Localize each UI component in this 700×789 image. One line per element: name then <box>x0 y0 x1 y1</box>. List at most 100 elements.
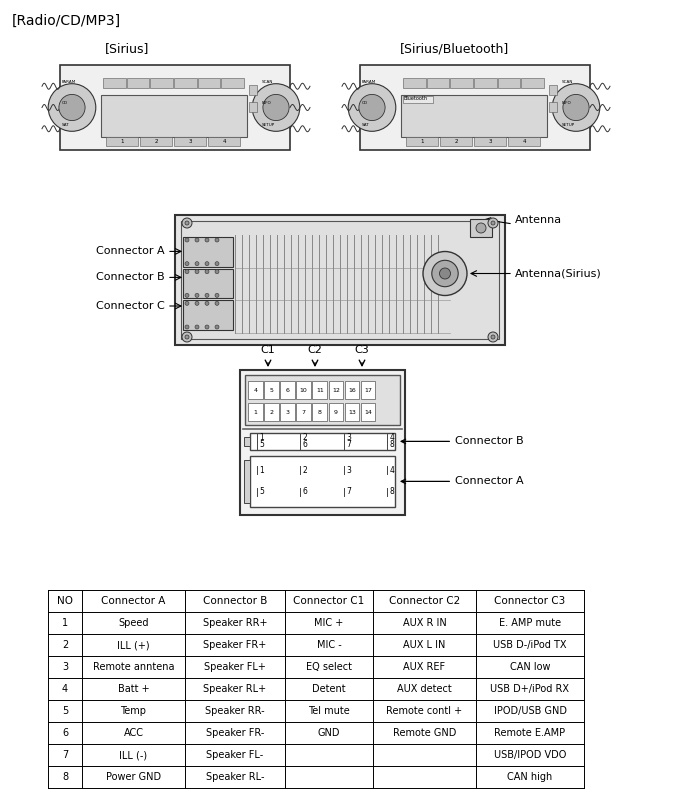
Bar <box>221 78 244 88</box>
Text: USB D+/iPod RX: USB D+/iPod RX <box>491 684 570 694</box>
Text: 11: 11 <box>316 387 323 392</box>
Bar <box>248 381 262 399</box>
Bar <box>183 269 233 298</box>
Text: [Sirius/Bluetooth]: [Sirius/Bluetooth] <box>400 42 510 55</box>
Bar <box>264 381 279 399</box>
Bar <box>296 381 311 399</box>
Text: Remote contl +: Remote contl + <box>386 706 463 716</box>
Bar <box>250 433 395 450</box>
Bar <box>550 84 557 95</box>
Bar <box>106 137 138 146</box>
Circle shape <box>185 221 189 225</box>
Circle shape <box>195 294 199 297</box>
Circle shape <box>552 84 600 131</box>
Circle shape <box>195 262 199 266</box>
Circle shape <box>205 325 209 329</box>
Text: E. AMP mute: E. AMP mute <box>499 618 561 628</box>
Text: C2: C2 <box>307 345 323 355</box>
Text: 6: 6 <box>62 728 68 738</box>
Bar <box>344 381 359 399</box>
Text: 5: 5 <box>260 440 265 449</box>
Circle shape <box>185 294 189 297</box>
Text: Remote E.AMP: Remote E.AMP <box>494 728 566 738</box>
Circle shape <box>205 238 209 242</box>
Text: 8: 8 <box>62 772 68 782</box>
Circle shape <box>185 270 189 274</box>
Text: 4: 4 <box>223 139 226 144</box>
Circle shape <box>215 325 219 329</box>
Text: Connector B: Connector B <box>97 272 165 282</box>
Bar <box>406 137 438 146</box>
Text: Speaker FL-: Speaker FL- <box>206 750 264 760</box>
Text: EQ select: EQ select <box>306 662 352 672</box>
Text: Connector C2: Connector C2 <box>389 596 460 606</box>
Text: CAN high: CAN high <box>508 772 552 782</box>
Text: [Sirius]: [Sirius] <box>105 42 149 55</box>
Text: Speaker RR-: Speaker RR- <box>205 706 265 716</box>
Text: 3: 3 <box>489 139 492 144</box>
Text: SCAN: SCAN <box>562 80 573 84</box>
Bar <box>250 456 395 507</box>
Text: Tel mute: Tel mute <box>308 706 350 716</box>
Text: 1: 1 <box>260 433 265 442</box>
Text: Connector C3: Connector C3 <box>494 596 566 606</box>
Text: Connector B: Connector B <box>401 436 524 447</box>
Bar <box>264 403 279 421</box>
Bar <box>60 65 290 150</box>
Text: 6: 6 <box>286 387 290 392</box>
Circle shape <box>205 262 209 266</box>
Bar <box>402 95 433 103</box>
Text: 3: 3 <box>346 433 351 442</box>
Text: 3: 3 <box>188 139 192 144</box>
Text: 16: 16 <box>348 387 356 392</box>
Text: PARAM: PARAM <box>362 80 377 84</box>
Text: 8: 8 <box>318 409 322 414</box>
Text: 1: 1 <box>420 139 424 144</box>
Text: SAT: SAT <box>362 122 370 126</box>
Bar <box>344 403 359 421</box>
Text: SAT: SAT <box>62 122 70 126</box>
Bar <box>440 137 472 146</box>
Circle shape <box>195 238 199 242</box>
Text: 2: 2 <box>62 640 68 650</box>
Text: CD: CD <box>62 101 68 105</box>
Bar <box>402 78 426 88</box>
Circle shape <box>488 332 498 342</box>
Text: 1: 1 <box>260 466 265 475</box>
Circle shape <box>182 218 192 228</box>
Bar <box>249 102 257 112</box>
Bar <box>280 403 295 421</box>
Text: IPOD/USB GND: IPOD/USB GND <box>494 706 566 716</box>
Text: Speaker RL+: Speaker RL+ <box>204 684 267 694</box>
Bar <box>312 403 327 421</box>
Bar <box>328 403 343 421</box>
Circle shape <box>263 95 289 121</box>
Circle shape <box>491 335 495 339</box>
Text: 4: 4 <box>390 433 394 442</box>
Bar <box>240 370 405 515</box>
Text: 6: 6 <box>303 487 308 496</box>
Circle shape <box>423 252 467 296</box>
Text: AUX R IN: AUX R IN <box>402 618 447 628</box>
Text: 1: 1 <box>62 618 68 628</box>
Bar <box>197 78 220 88</box>
Text: Connector C1: Connector C1 <box>293 596 365 606</box>
Text: 2: 2 <box>303 433 308 442</box>
Text: 13: 13 <box>348 409 356 414</box>
Text: CAN low: CAN low <box>510 662 550 672</box>
Bar <box>401 95 547 137</box>
Circle shape <box>185 301 189 305</box>
Bar <box>312 381 327 399</box>
Text: Connector B: Connector B <box>203 596 267 606</box>
Text: Temp: Temp <box>120 706 146 716</box>
Bar <box>360 65 590 150</box>
Circle shape <box>182 332 192 342</box>
Text: CD: CD <box>362 101 368 105</box>
Text: INFO: INFO <box>262 101 272 105</box>
Bar <box>248 403 262 421</box>
Text: Speaker FL+: Speaker FL+ <box>204 662 266 672</box>
Text: 4: 4 <box>522 139 526 144</box>
Circle shape <box>563 95 589 121</box>
Text: 1: 1 <box>253 409 257 414</box>
Bar <box>208 137 240 146</box>
